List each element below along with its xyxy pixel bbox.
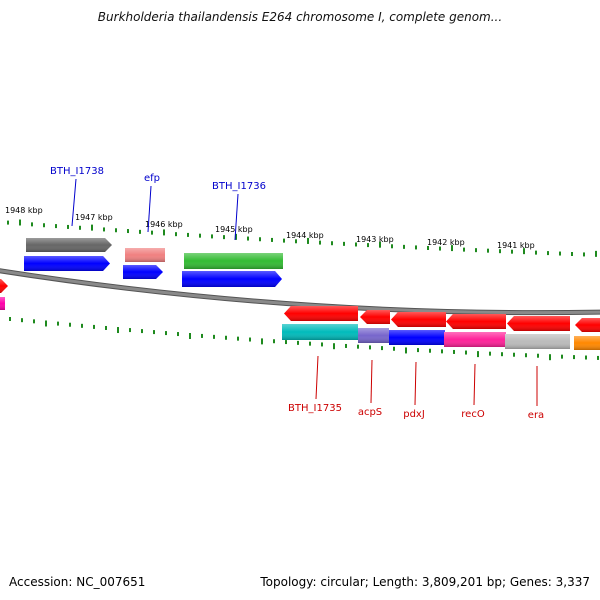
acpS-gene[interactable] bbox=[360, 310, 390, 324]
gene-label-bottom[interactable]: acpS bbox=[358, 407, 382, 418]
leader-line bbox=[473, 363, 476, 406]
gene-label-top[interactable]: BTH_I1738 bbox=[50, 166, 104, 177]
tick-label: 1944 kbp bbox=[286, 231, 324, 240]
recO-gene[interactable] bbox=[446, 314, 506, 329]
tick-label: 1941 kbp bbox=[497, 241, 535, 250]
BTH_I1738-cds[interactable] bbox=[24, 256, 110, 271]
tick-label: 1947 kbp bbox=[75, 213, 113, 222]
era-gene[interactable] bbox=[507, 316, 570, 331]
gene-label-top[interactable]: BTH_I1736 bbox=[212, 181, 266, 192]
partial-left-red[interactable] bbox=[0, 279, 8, 293]
partial-left-magenta[interactable] bbox=[0, 297, 5, 310]
BTH_I1736-gene[interactable] bbox=[184, 253, 283, 269]
acpS-cds[interactable] bbox=[358, 328, 389, 343]
tick-label: 1945 kbp bbox=[215, 225, 253, 234]
leader-line bbox=[147, 185, 152, 233]
pdxJ-cds[interactable] bbox=[389, 330, 445, 345]
BTH_I1736-cds[interactable] bbox=[182, 271, 282, 287]
page-title: Burkholderia thailandensis E264 chromoso… bbox=[97, 10, 503, 24]
tick-label: 1942 kbp bbox=[427, 238, 465, 247]
gene-label-top[interactable]: efp bbox=[144, 173, 160, 184]
leader-line bbox=[234, 193, 239, 241]
partial-right-red[interactable] bbox=[575, 318, 600, 332]
BTH_I1738-gene[interactable] bbox=[26, 238, 112, 252]
BTH_I1735-cds[interactable] bbox=[282, 324, 358, 340]
leader-line bbox=[315, 355, 319, 400]
partial-right-orange[interactable] bbox=[574, 336, 600, 350]
gene-label-bottom[interactable]: BTH_I1735 bbox=[288, 403, 342, 414]
gene-label-bottom[interactable]: pdxJ bbox=[403, 409, 425, 420]
recO-cds[interactable] bbox=[444, 332, 506, 347]
tick-label: 1943 kbp bbox=[356, 235, 394, 244]
gene-label-bottom[interactable]: era bbox=[528, 410, 544, 421]
leader-line bbox=[71, 178, 77, 227]
accession-text: Accession: NC_007651 bbox=[9, 575, 146, 589]
efp-gene[interactable] bbox=[125, 248, 165, 262]
era-cds[interactable] bbox=[505, 334, 570, 349]
BTH_I1735-gene[interactable] bbox=[284, 306, 358, 321]
gene-label-bottom[interactable]: recO bbox=[461, 409, 485, 420]
leader-line bbox=[414, 361, 417, 406]
tick-label: 1948 kbp bbox=[5, 206, 43, 215]
efp-cds[interactable] bbox=[123, 265, 163, 279]
leader-line bbox=[370, 359, 373, 404]
backbone bbox=[0, 269, 600, 315]
summary-text: Topology: circular; Length: 3,809,201 bp… bbox=[260, 575, 590, 589]
tick-label: 1946 kbp bbox=[145, 220, 183, 229]
pdxJ-gene[interactable] bbox=[391, 312, 446, 327]
